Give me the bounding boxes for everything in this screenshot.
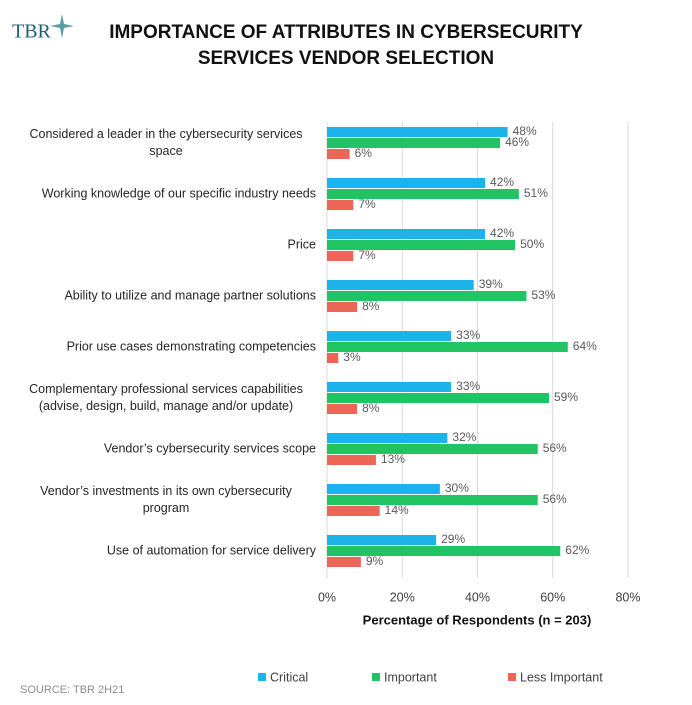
category-label-box: Considered a leader in the cybersecurity…	[16, 126, 316, 160]
legend-label: Critical	[270, 670, 308, 684]
bar	[327, 149, 350, 159]
bar	[327, 455, 376, 465]
category-label-box: Prior use cases demonstrating competenci…	[16, 339, 316, 356]
value-label: 48%	[513, 124, 537, 138]
bar	[327, 178, 486, 188]
value-label: 64%	[573, 339, 597, 353]
y-tick-label: Vendor’s cybersecurity services scope	[103, 441, 316, 456]
value-label: 9%	[366, 554, 384, 568]
value-label: 13%	[381, 452, 405, 466]
category-label-box: Ability to utilize and manage partner so…	[16, 288, 316, 305]
y-tick-label: Considered a leader in the cybersecurity…	[29, 127, 303, 158]
logo-icon	[50, 14, 74, 38]
category-label-box: Use of automation for service delivery	[16, 543, 316, 560]
bar	[327, 382, 452, 392]
value-label: 29%	[441, 532, 465, 546]
x-axis-title: Percentage of Respondents (n = 203)	[363, 612, 592, 627]
bar	[327, 506, 380, 516]
bar	[327, 535, 437, 545]
value-label: 8%	[362, 299, 380, 313]
bar	[327, 331, 452, 341]
category-label-box: Price	[16, 237, 316, 254]
value-label: 46%	[505, 135, 529, 149]
value-label: 39%	[479, 277, 503, 291]
y-tick-label: Price	[287, 237, 316, 252]
bar	[327, 404, 358, 414]
value-label: 33%	[456, 379, 480, 393]
value-label: 59%	[554, 390, 578, 404]
x-tick-label: 0%	[318, 590, 336, 604]
value-label: 56%	[543, 441, 567, 455]
chart-title: IMPORTANCE OF ATTRIBUTES IN CYBERSECURIT…	[109, 22, 583, 43]
bar	[327, 200, 354, 210]
x-tick-label: 80%	[615, 590, 640, 604]
y-tick-label: Working knowledge of our specific indust…	[41, 186, 316, 201]
value-label: 8%	[362, 401, 380, 415]
value-label: 14%	[385, 503, 409, 517]
y-tick-label: Ability to utilize and manage partner so…	[64, 288, 316, 303]
x-tick-label: 20%	[390, 590, 415, 604]
bar	[327, 546, 561, 556]
logo-star	[50, 14, 74, 38]
chart-title: SERVICES VENDOR SELECTION	[197, 48, 495, 69]
bar	[327, 189, 519, 199]
legend-swatch	[372, 673, 380, 681]
legend-label: Less Important	[520, 670, 603, 684]
y-tick-label: Complementary professional services capa…	[29, 382, 303, 413]
bar	[327, 127, 508, 137]
legend-swatch	[258, 673, 266, 681]
bar	[327, 495, 538, 505]
bar	[327, 138, 501, 148]
value-label: 62%	[565, 543, 589, 557]
y-tick-label: Vendor’s investments in its own cybersec…	[40, 484, 292, 515]
bar	[327, 393, 549, 403]
source: SOURCE: TBR 2H21	[20, 684, 124, 696]
legend-label: Important	[384, 670, 437, 684]
category-label-box: Complementary professional services capa…	[16, 381, 316, 415]
value-label: 6%	[355, 146, 373, 160]
value-label: 33%	[456, 328, 480, 342]
category-label-box: Working knowledge of our specific indust…	[16, 186, 316, 203]
value-label: 42%	[490, 226, 514, 240]
value-label: 7%	[358, 248, 376, 262]
bar	[327, 240, 516, 250]
value-label: 50%	[520, 237, 544, 251]
value-label: 56%	[543, 492, 567, 506]
value-label: 42%	[490, 175, 514, 189]
bar	[327, 342, 568, 352]
value-label: 53%	[531, 288, 555, 302]
legend-swatch	[508, 673, 516, 681]
bar	[327, 433, 448, 443]
value-label: 51%	[524, 186, 548, 200]
bar	[327, 302, 358, 312]
bar	[327, 280, 474, 290]
y-tick-label: Prior use cases demonstrating competenci…	[66, 339, 316, 354]
y-tick-label: Use of automation for service delivery	[106, 543, 316, 558]
value-label: 7%	[358, 197, 376, 211]
bar	[327, 353, 339, 363]
value-label: 32%	[452, 430, 476, 444]
bar	[327, 444, 538, 454]
logo: TBR	[12, 21, 52, 43]
category-label-box: Vendor’s cybersecurity services scope	[16, 441, 316, 458]
x-tick-label: 60%	[540, 590, 565, 604]
bar	[327, 229, 486, 239]
bar	[327, 291, 527, 301]
bar	[327, 484, 440, 494]
bar	[327, 557, 361, 567]
value-label: 30%	[445, 481, 469, 495]
value-label: 3%	[343, 350, 361, 364]
x-tick-label: 40%	[465, 590, 490, 604]
category-label-box: Vendor’s investments in its own cybersec…	[16, 483, 316, 517]
bar	[327, 251, 354, 261]
